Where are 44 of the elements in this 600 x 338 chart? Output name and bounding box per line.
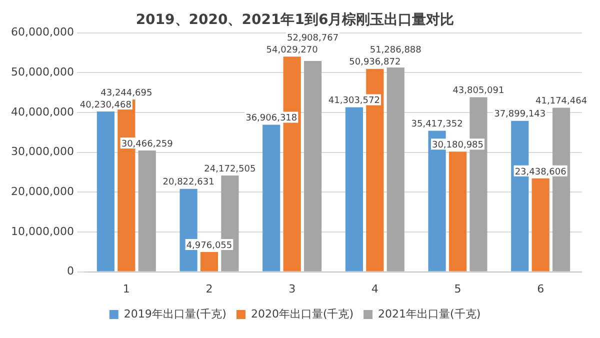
data-label: 54,029,270 xyxy=(266,45,318,56)
data-label: 51,286,888 xyxy=(370,46,422,56)
data-label: 23,438,606 xyxy=(514,167,567,178)
x-tick-label: 5 xyxy=(454,282,462,296)
y-tick-label: 10,000,000 xyxy=(10,224,74,238)
bar xyxy=(304,61,322,272)
x-tick-label: 4 xyxy=(371,282,378,296)
x-tick-label: 2 xyxy=(206,282,213,296)
x-tick-label: 3 xyxy=(288,282,296,296)
legend-label: 2021年出口量(千克) xyxy=(378,307,481,320)
chart-title: 2019、2020、2021年1到6月棕刚玉出口量对比 xyxy=(136,11,454,28)
bar xyxy=(386,68,404,272)
y-tick-label: 50,000,000 xyxy=(10,65,74,78)
data-label: 50,936,872 xyxy=(349,58,401,68)
data-label: 30,466,259 xyxy=(121,139,174,150)
data-label: 40,230,468 xyxy=(80,100,132,110)
y-tick-label: 30,000,000 xyxy=(10,145,74,158)
bar xyxy=(532,178,550,272)
data-label: 41,174,464 xyxy=(536,96,588,107)
y-tick-label: 40,000,000 xyxy=(10,105,74,118)
y-tick-label: 20,000,000 xyxy=(10,184,74,198)
bar xyxy=(345,107,363,272)
bar xyxy=(96,112,114,272)
legend-label: 2020年出口量(千克) xyxy=(250,307,354,320)
y-tick-label: 0 xyxy=(66,264,74,278)
bar xyxy=(262,124,280,272)
data-label: 30,180,985 xyxy=(432,140,484,150)
data-label: 43,244,695 xyxy=(100,88,152,98)
data-label: 24,172,505 xyxy=(204,164,256,174)
data-label: 35,417,352 xyxy=(411,120,463,130)
data-label: 37,899,143 xyxy=(494,110,546,120)
y-tick-label: 60,000,000 xyxy=(10,26,74,39)
bar xyxy=(138,150,156,272)
data-label: 36,906,318 xyxy=(246,114,298,124)
bar xyxy=(200,252,218,272)
data-label: 52,908,767 xyxy=(287,33,339,44)
bar xyxy=(448,152,467,272)
legend-label: 2019年出口量(千克) xyxy=(124,307,226,320)
data-label: 4,976,055 xyxy=(186,240,232,251)
data-label: 41,303,572 xyxy=(328,96,380,106)
x-tick-label: 6 xyxy=(537,282,544,296)
data-label: 20,822,631 xyxy=(162,178,214,188)
data-label: 43,805,091 xyxy=(452,86,504,96)
x-tick-label: 1 xyxy=(122,282,130,296)
